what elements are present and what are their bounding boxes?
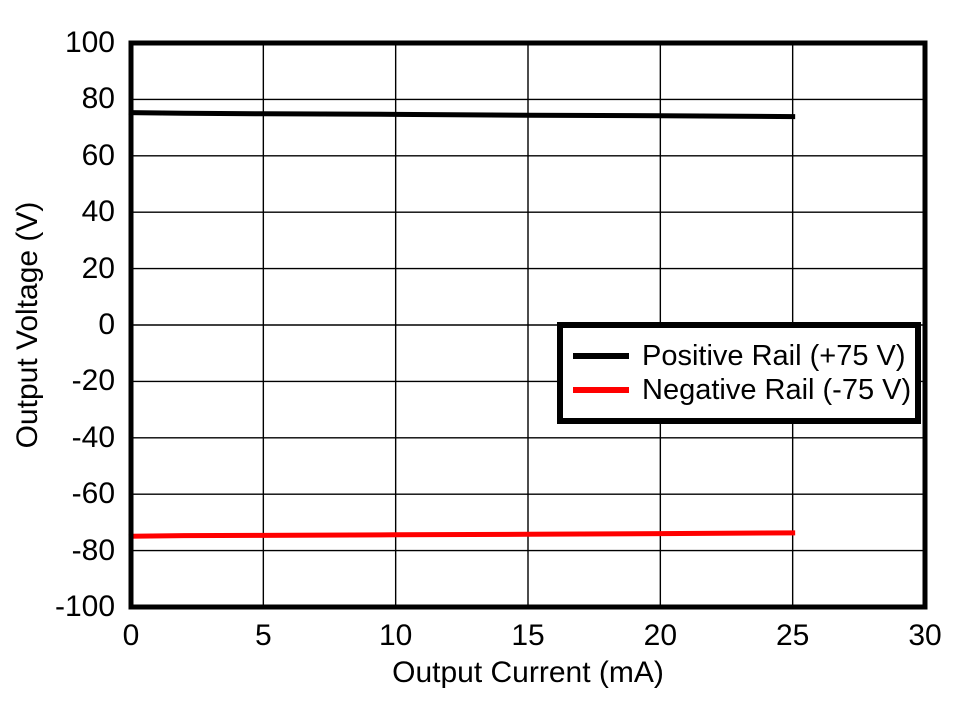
legend-entry-positive-rail: Positive Rail (+75 V) [573, 339, 915, 373]
x-tick-label: 0 [122, 619, 140, 652]
y-tick-label: 0 [98, 308, 115, 341]
y-tick-label: -100 [54, 590, 115, 623]
y-tick-label: -80 [71, 533, 115, 567]
y-tick-label: 20 [81, 251, 115, 285]
y-axis-title: Output Voltage (V) [11, 201, 44, 449]
x-tick-label: 25 [775, 619, 810, 652]
y-tick-label: 60 [81, 138, 115, 172]
x-tick-label: 30 [908, 619, 942, 652]
y-tick-label: 80 [81, 82, 115, 116]
plot-frame [128, 40, 928, 610]
x-axis-title: Output Current (mA) [392, 656, 664, 689]
series-line-negative-rail [128, 530, 796, 539]
legend-label-positive-rail: Positive Rail (+75 V) [642, 340, 906, 372]
legend-entry-negative-rail: Negative Rail (-75 V) [573, 373, 915, 407]
y-tick-label: 100 [64, 26, 115, 59]
x-tick-label: 15 [511, 619, 545, 652]
y-tick-label: -60 [71, 477, 115, 511]
series-line-positive-rail [128, 110, 796, 120]
negative-rail-line-swatch [573, 387, 629, 393]
legend-label-negative-rail: Negative Rail (-75 V) [642, 374, 912, 406]
y-tick-label: 40 [81, 195, 115, 229]
x-tick-label: 5 [254, 619, 272, 652]
y-tick-label: -40 [71, 420, 115, 454]
legend: Positive Rail (+75 V) Negative Rail (-75… [557, 322, 921, 424]
x-tick-label: 10 [378, 619, 413, 652]
y-tick-label: -20 [71, 364, 115, 398]
x-tick-label: 20 [643, 619, 678, 652]
positive-rail-line-swatch [573, 353, 629, 359]
